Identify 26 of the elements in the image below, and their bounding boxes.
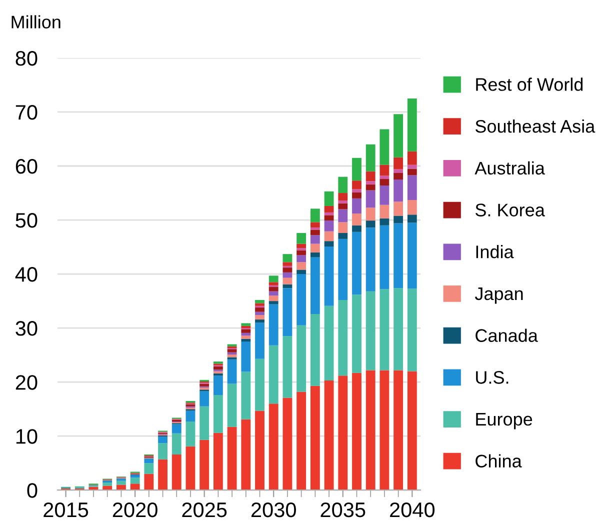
y-tick-label: 30: [16, 321, 38, 336]
legend-label: India: [476, 245, 514, 258]
legend-label: S. Korea: [476, 204, 545, 216]
x-tick-label: 2020: [112, 502, 158, 518]
y-tick-label: 60: [16, 159, 38, 174]
legend-label: Australia: [474, 161, 545, 175]
y-axis-title: Million: [12, 15, 60, 28]
x-tick-label: 2030: [251, 502, 296, 518]
y-tick-label: 50: [16, 213, 38, 228]
legend-label: Rest of World: [476, 78, 583, 91]
x-tick-label: 2025: [182, 502, 227, 518]
legend-label: Europe: [476, 413, 532, 430]
legend-label: Southeast Asia: [476, 119, 596, 133]
y-tick-label: 20: [16, 375, 38, 390]
y-tick-label: 0: [27, 483, 38, 498]
legend-label: China: [476, 454, 522, 468]
legend-label: Canada: [476, 328, 538, 342]
x-tick-label: 2040: [390, 502, 435, 518]
legend-label: Japan: [474, 288, 523, 304]
y-tick-label: 70: [16, 104, 38, 120]
legend-label: U.S.: [476, 371, 508, 384]
y-tick-label: 40: [15, 267, 38, 282]
x-tick-label: 2015: [44, 502, 88, 518]
x-tick-label: 2035: [320, 502, 366, 518]
y-tick-label: 10: [16, 429, 38, 444]
y-tick-label: 80: [16, 50, 38, 66]
